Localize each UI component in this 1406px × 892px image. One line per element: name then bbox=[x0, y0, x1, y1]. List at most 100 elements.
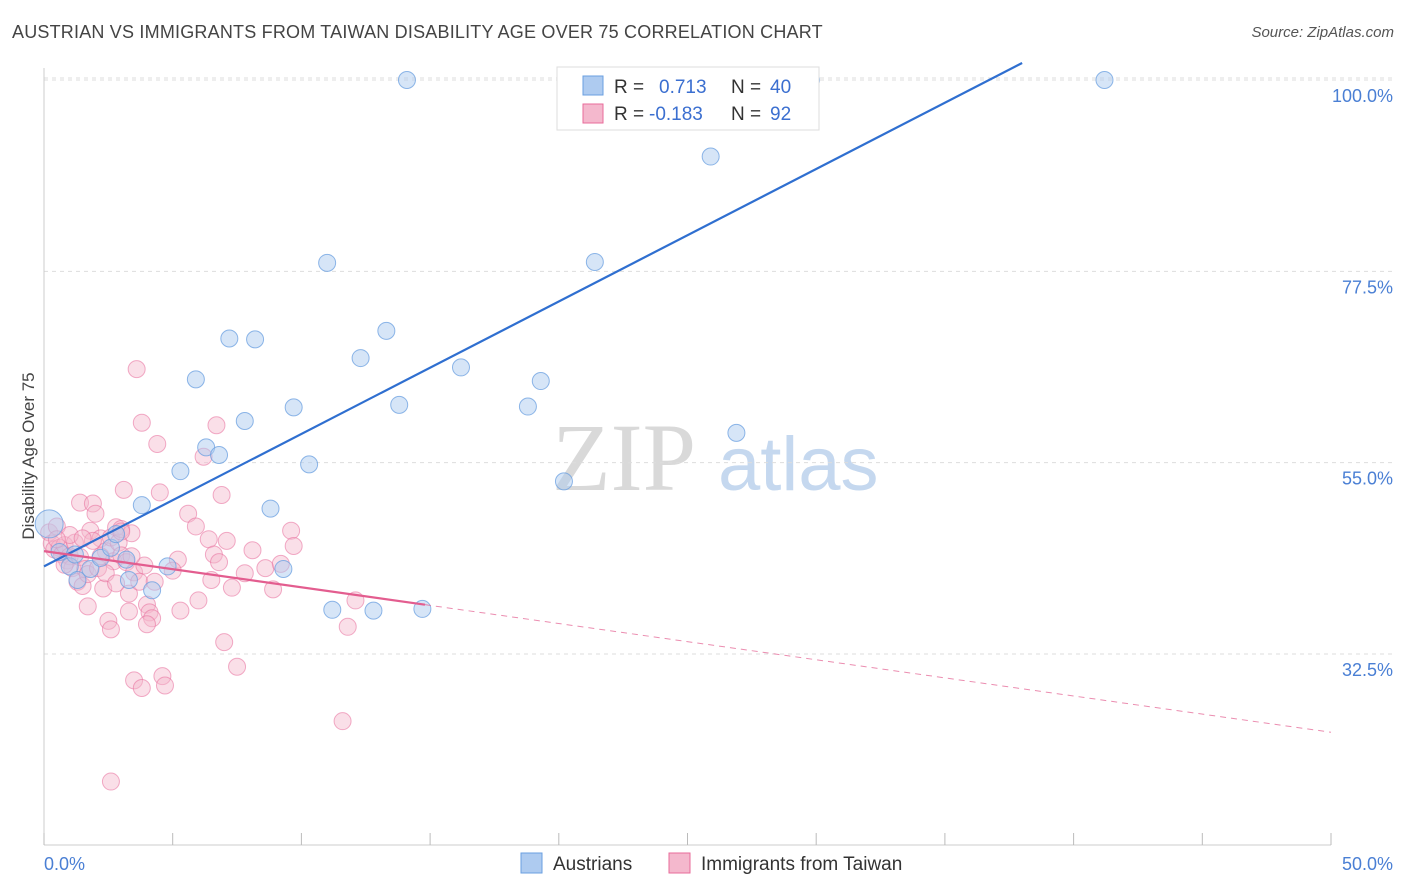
taiwan-point-49 bbox=[148, 434, 167, 453]
austrian-trend-line bbox=[43, 62, 1023, 568]
taiwan-point-65 bbox=[222, 578, 241, 597]
taiwan-point-52 bbox=[155, 676, 174, 695]
taiwan-point-76 bbox=[338, 617, 357, 636]
austrian-point-35 bbox=[531, 372, 550, 391]
austrian-point-24 bbox=[300, 455, 319, 474]
austrian-point-25 bbox=[318, 253, 337, 272]
source-credit: Source: ZipAtlas.com bbox=[1251, 24, 1394, 41]
austrian-point-13 bbox=[158, 557, 177, 576]
austrian-point-23 bbox=[284, 398, 303, 417]
austrian-point-21 bbox=[261, 499, 280, 518]
austrian-point-28 bbox=[364, 601, 383, 620]
taiwan-point-71 bbox=[264, 580, 283, 599]
austrian-point-5 bbox=[81, 559, 100, 578]
y-tick-label-0: 32.5% bbox=[1342, 660, 1393, 680]
legend-swatch-taiwan bbox=[582, 103, 604, 124]
austrian-point-29 bbox=[377, 321, 396, 340]
taiwan-point-69 bbox=[243, 541, 262, 560]
austrian-point-32 bbox=[397, 71, 416, 89]
taiwan-point-19 bbox=[83, 494, 102, 513]
taiwan-point-17 bbox=[78, 597, 97, 616]
legend-r-value-2: -0.183 bbox=[649, 104, 703, 125]
austrian-point-34 bbox=[518, 397, 537, 416]
taiwan-point-68 bbox=[235, 564, 254, 583]
taiwan-point-13 bbox=[71, 493, 90, 512]
trend-lines bbox=[43, 62, 1332, 733]
austrian-point-15 bbox=[186, 370, 205, 389]
legend-n-value-2: 92 bbox=[770, 104, 791, 125]
austrian-point-36 bbox=[554, 472, 573, 491]
bottom-legend-swatch-austrians bbox=[520, 852, 543, 874]
austrian-point-30 bbox=[390, 395, 409, 414]
taiwan-point-78 bbox=[101, 772, 120, 791]
austrian-point-11 bbox=[132, 496, 151, 515]
taiwan-point-56 bbox=[186, 517, 205, 536]
taiwan-point-26 bbox=[101, 620, 120, 639]
legend-r-value-1: 0.713 bbox=[659, 77, 707, 98]
taiwan-point-33 bbox=[114, 480, 133, 499]
austrian-point-33 bbox=[451, 358, 470, 377]
austrian-point-12 bbox=[143, 581, 162, 600]
taiwan-point-62 bbox=[210, 553, 229, 572]
legend-n-label-1: N = bbox=[731, 77, 761, 98]
bottom-legend-austrians: Austrians bbox=[553, 854, 632, 875]
legend-n-label-2: N = bbox=[731, 104, 761, 125]
austrian-point-39 bbox=[727, 423, 746, 442]
taiwan-point-66 bbox=[228, 657, 247, 676]
taiwan-point-18 bbox=[81, 521, 100, 540]
austrian-point-38 bbox=[701, 147, 720, 166]
taiwan-point-75 bbox=[333, 712, 352, 731]
y-tick-label-3: 100.0% bbox=[1332, 86, 1393, 106]
taiwan-point-90 bbox=[189, 591, 208, 610]
watermark-zip: ZIP bbox=[552, 404, 696, 511]
taiwan-trend-extension bbox=[424, 604, 1332, 733]
austrian-point-4 bbox=[68, 571, 87, 590]
chart-title: AUSTRIAN VS IMMIGRANTS FROM TAIWAN DISAB… bbox=[12, 22, 823, 42]
taiwan-point-40 bbox=[127, 360, 146, 379]
taiwan-point-43 bbox=[132, 413, 151, 432]
austrian-point-0 bbox=[34, 509, 64, 539]
y-axis-title: Disability Age Over 75 bbox=[19, 372, 38, 539]
taiwan-point-36 bbox=[119, 602, 138, 621]
y-tick-label-1: 55.0% bbox=[1342, 469, 1393, 489]
bottom-legend-swatch-taiwan bbox=[668, 852, 691, 874]
taiwan-point-63 bbox=[212, 485, 231, 504]
legend-r-label-1: R = bbox=[614, 77, 644, 98]
austrian-points bbox=[34, 71, 1114, 620]
legend-n-value-1: 40 bbox=[770, 77, 791, 98]
taiwan-point-47 bbox=[143, 609, 162, 628]
y-tick-labels: 32.5% 55.0% 77.5% 100.0% bbox=[1332, 86, 1393, 680]
legend: R = 0.713 N = 40 R = -0.183 N = 92 bbox=[556, 66, 820, 131]
taiwan-point-50 bbox=[150, 483, 169, 502]
legend-r-label-2: R = bbox=[614, 104, 644, 125]
taiwan-point-42 bbox=[132, 679, 151, 698]
y-tick-label-2: 77.5% bbox=[1342, 277, 1393, 297]
legend-swatch-austrians bbox=[582, 75, 604, 96]
taiwan-point-39 bbox=[125, 671, 144, 690]
austrian-point-20 bbox=[246, 330, 265, 349]
austrian-point-27 bbox=[351, 349, 370, 368]
bottom-legend: Austrians Immigrants from Taiwan bbox=[520, 852, 902, 875]
x-ticks bbox=[43, 833, 1332, 845]
taiwan-point-88 bbox=[137, 615, 156, 634]
x-tick-label-max: 50.0% bbox=[1342, 854, 1393, 874]
taiwan-point-70 bbox=[256, 559, 275, 578]
austrian-point-37 bbox=[585, 252, 604, 271]
taiwan-point-58 bbox=[199, 530, 218, 549]
taiwan-point-73 bbox=[282, 521, 301, 540]
bottom-legend-taiwan: Immigrants from Taiwan bbox=[701, 854, 902, 875]
austrian-point-18 bbox=[220, 329, 239, 348]
watermark: ZIP atlas bbox=[552, 404, 879, 511]
x-tick-label-min: 0.0% bbox=[44, 854, 85, 874]
austrian-point-9 bbox=[119, 571, 138, 590]
taiwan-point-20 bbox=[86, 504, 105, 523]
austrian-point-17 bbox=[210, 446, 229, 465]
taiwan-point-74 bbox=[284, 537, 303, 556]
austrian-point-14 bbox=[171, 462, 190, 481]
taiwan-point-67 bbox=[215, 633, 234, 652]
taiwan-trend-line bbox=[43, 550, 426, 606]
austrian-point-41 bbox=[1095, 71, 1114, 89]
austrian-point-22 bbox=[274, 559, 293, 578]
austrian-point-19 bbox=[235, 411, 254, 430]
